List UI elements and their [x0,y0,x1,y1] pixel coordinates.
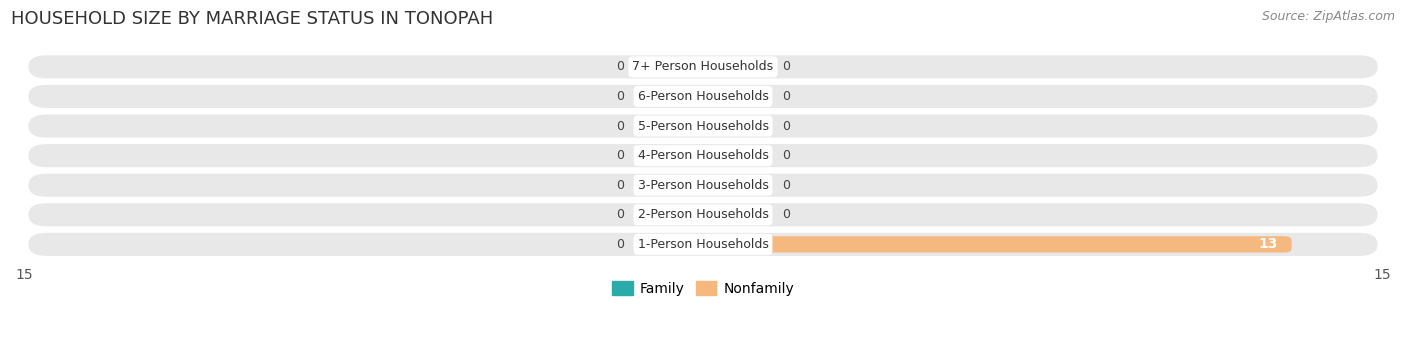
Text: 0: 0 [782,149,790,162]
FancyBboxPatch shape [636,88,703,105]
Text: 0: 0 [782,60,790,73]
FancyBboxPatch shape [636,59,703,75]
FancyBboxPatch shape [28,174,1378,197]
Text: 0: 0 [616,208,624,221]
FancyBboxPatch shape [28,55,1378,78]
Text: 0: 0 [782,90,790,103]
FancyBboxPatch shape [28,85,1378,108]
Text: 0: 0 [616,179,624,192]
Text: HOUSEHOLD SIZE BY MARRIAGE STATUS IN TONOPAH: HOUSEHOLD SIZE BY MARRIAGE STATUS IN TON… [11,10,494,28]
Text: 0: 0 [616,238,624,251]
Text: 13: 13 [1258,237,1278,251]
Legend: Family, Nonfamily: Family, Nonfamily [606,276,800,301]
Text: 2-Person Households: 2-Person Households [637,208,769,221]
FancyBboxPatch shape [703,88,770,105]
Text: 0: 0 [616,90,624,103]
FancyBboxPatch shape [703,207,770,223]
Text: 3-Person Households: 3-Person Households [637,179,769,192]
FancyBboxPatch shape [28,203,1378,226]
FancyBboxPatch shape [703,147,770,164]
Text: 6-Person Households: 6-Person Households [637,90,769,103]
FancyBboxPatch shape [636,207,703,223]
FancyBboxPatch shape [28,144,1378,167]
FancyBboxPatch shape [636,147,703,164]
FancyBboxPatch shape [636,236,703,253]
FancyBboxPatch shape [28,233,1378,256]
Text: 0: 0 [782,208,790,221]
Text: 0: 0 [616,120,624,133]
Text: 0: 0 [616,60,624,73]
FancyBboxPatch shape [703,236,1292,253]
Text: 0: 0 [782,179,790,192]
FancyBboxPatch shape [28,115,1378,137]
FancyBboxPatch shape [703,177,770,193]
Text: 0: 0 [782,120,790,133]
Text: 4-Person Households: 4-Person Households [637,149,769,162]
Text: 7+ Person Households: 7+ Person Households [633,60,773,73]
FancyBboxPatch shape [703,118,770,134]
Text: Source: ZipAtlas.com: Source: ZipAtlas.com [1261,10,1395,23]
FancyBboxPatch shape [636,177,703,193]
Text: 1-Person Households: 1-Person Households [637,238,769,251]
Text: 5-Person Households: 5-Person Households [637,120,769,133]
FancyBboxPatch shape [636,118,703,134]
Text: 0: 0 [616,149,624,162]
FancyBboxPatch shape [703,59,770,75]
